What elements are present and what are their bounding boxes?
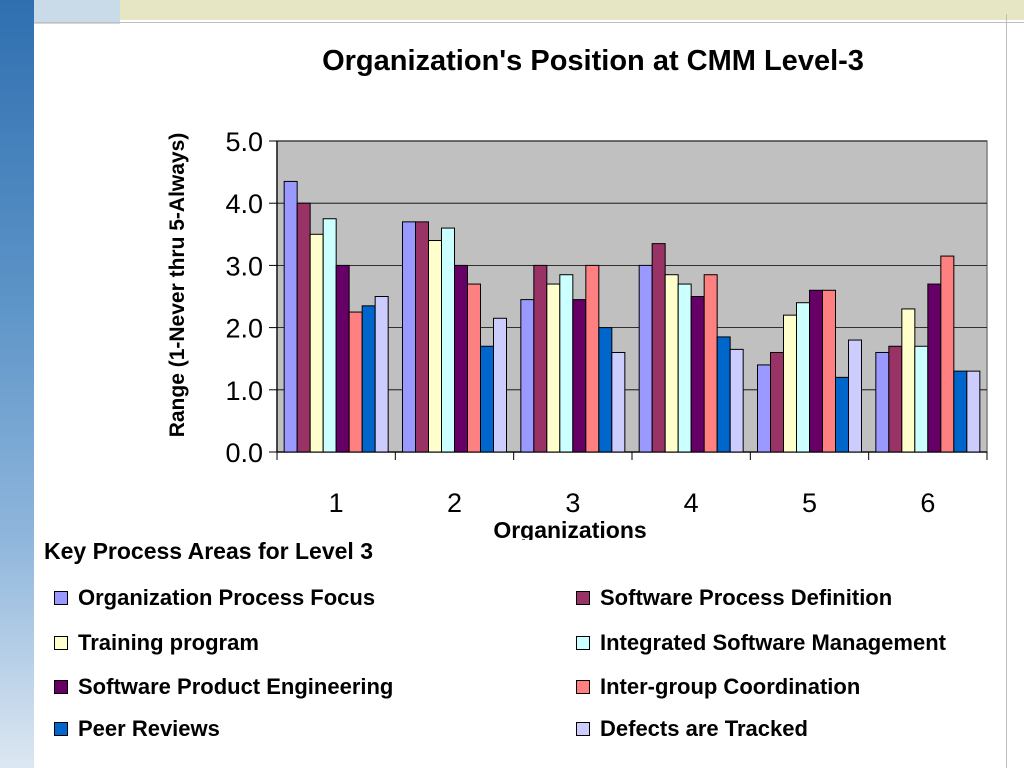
bar — [546, 283, 561, 453]
legend-item: Training program — [54, 630, 259, 656]
legend-swatch — [54, 591, 68, 605]
bar — [480, 345, 494, 453]
legend-label: Integrated Software Management — [600, 630, 946, 655]
y-axis-label: Range (1-Never thru 5-Always) — [166, 133, 189, 438]
bar — [770, 351, 784, 453]
bar-chart: Organization's Position at CMM Level-3 R… — [166, 45, 988, 540]
bar — [888, 345, 903, 453]
legend-swatch — [54, 636, 68, 650]
x-tick-label: 2 — [447, 488, 462, 518]
top-decorative-band — [120, 0, 1024, 20]
y-tick-label: 2.0 — [225, 314, 263, 344]
bar — [783, 314, 797, 453]
x-tick-label: 1 — [329, 488, 344, 518]
bar — [822, 289, 836, 453]
legend-item: Inter-group Coordination — [576, 674, 860, 700]
legend-label: Software Process Definition — [600, 585, 893, 610]
x-tick-label: 4 — [684, 488, 699, 518]
legend-item: Organization Process Focus — [54, 585, 375, 611]
bar — [493, 317, 507, 453]
x-tick-label: 6 — [920, 488, 935, 518]
y-tick-label: 1.0 — [225, 376, 263, 406]
bar — [757, 364, 771, 453]
legend-item: Defects are Tracked — [576, 716, 808, 742]
plot-area — [276, 140, 988, 453]
bar — [296, 202, 311, 453]
bar — [914, 345, 929, 453]
legend-item: Peer Reviews — [54, 716, 220, 742]
legend-item: Software Process Definition — [576, 585, 892, 611]
legend-label: Peer Reviews — [78, 716, 220, 741]
bar — [598, 327, 613, 453]
bar — [611, 351, 626, 453]
bar — [940, 255, 955, 453]
bar — [520, 299, 535, 453]
bar — [835, 376, 849, 453]
bar — [809, 289, 823, 453]
x-tick-label: 3 — [565, 488, 580, 518]
bar — [677, 283, 692, 453]
y-tick-label: 3.0 — [225, 251, 263, 281]
bar — [966, 370, 981, 453]
bar — [729, 348, 744, 453]
y-tick-label: 0.0 — [225, 438, 263, 468]
bar — [638, 264, 653, 453]
legend-swatch — [54, 680, 68, 694]
legend-title: Key Process Areas for Level 3 — [44, 538, 373, 564]
bar — [309, 233, 324, 453]
y-tick-label: 4.0 — [225, 189, 263, 219]
bar — [651, 243, 666, 453]
bar — [283, 180, 298, 453]
bar — [703, 274, 718, 453]
corner-decoration — [34, 0, 120, 26]
bar — [927, 283, 942, 453]
bar — [374, 296, 389, 453]
bar — [572, 299, 587, 453]
y-tick-label: 5.0 — [225, 127, 263, 157]
legend-label: Inter-group Coordination — [600, 674, 861, 699]
bar — [559, 274, 574, 453]
x-axis-label: Organizations — [493, 517, 646, 540]
legend-label: Training program — [78, 630, 259, 655]
bar — [415, 221, 429, 453]
bar — [664, 274, 679, 453]
chart-title: Organization's Position at CMM Level-3 — [322, 45, 864, 77]
bar — [348, 311, 363, 453]
left-decorative-band — [0, 0, 34, 768]
legend-swatch — [54, 722, 68, 736]
bar — [441, 227, 455, 453]
legend-label: Organization Process Focus — [78, 585, 376, 610]
bar — [953, 370, 968, 453]
bar — [428, 240, 442, 453]
frame-line-horizontal — [34, 22, 1024, 23]
bar — [690, 296, 705, 453]
bar — [848, 339, 862, 453]
legend-swatch — [576, 722, 590, 736]
bar — [585, 264, 600, 453]
bar — [716, 336, 731, 453]
bar — [361, 305, 376, 453]
bar — [533, 264, 548, 453]
bar — [322, 218, 337, 453]
legend-swatch — [576, 591, 590, 605]
bar — [467, 283, 481, 453]
bar — [875, 351, 890, 453]
bar — [402, 221, 416, 453]
legend-swatch — [576, 636, 590, 650]
x-tick-label: 5 — [802, 488, 817, 518]
legend-item: Integrated Software Management — [576, 630, 946, 656]
bar — [796, 302, 810, 453]
bar — [335, 264, 350, 453]
legend-swatch — [576, 680, 590, 694]
legend-label: Software Product Engineering — [78, 674, 394, 699]
bar — [454, 264, 468, 453]
legend-label: Defects are Tracked — [600, 716, 808, 741]
legend-item: Software Product Engineering — [54, 674, 393, 700]
bar — [901, 308, 916, 453]
frame-line-vertical — [1006, 14, 1007, 768]
